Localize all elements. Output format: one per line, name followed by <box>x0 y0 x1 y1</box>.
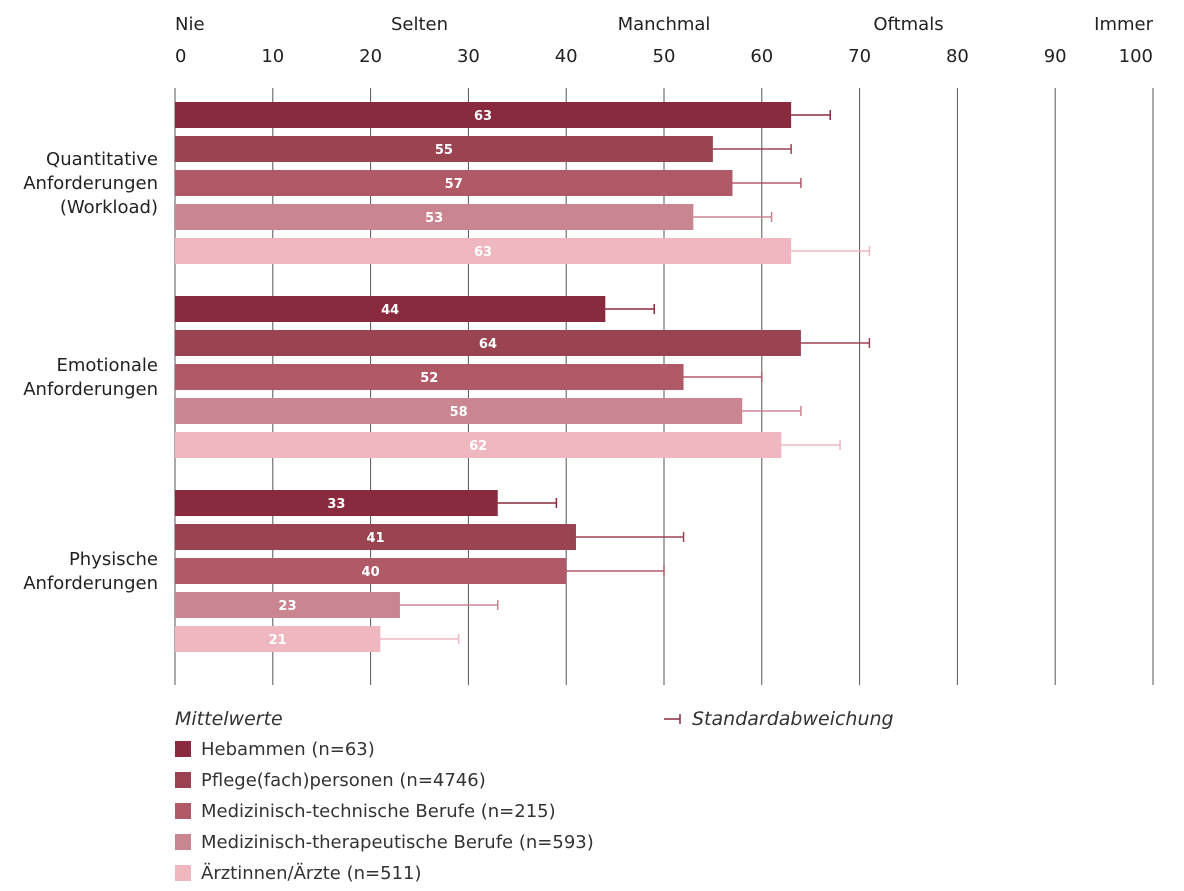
legend-label: Hebammen (n=63) <box>201 738 375 760</box>
legend-label: Medizinisch-technische Berufe (n=215) <box>201 800 556 822</box>
error-bar-icon <box>664 714 681 724</box>
legend-item-med-therapeutisch: Medizinisch-therapeutische Berufe (n=593… <box>175 829 594 855</box>
x-tick-label: 60 <box>750 46 773 67</box>
data-label: 63 <box>474 109 492 124</box>
data-label: 57 <box>445 177 463 192</box>
data-label: 21 <box>269 633 287 648</box>
legend-item-hebammen: Hebammen (n=63) <box>175 736 594 762</box>
legend-swatch <box>175 772 191 788</box>
data-label: 63 <box>474 245 492 260</box>
bar <box>175 204 694 230</box>
legend-label: Ärztinnen/Ärzte (n=511) <box>201 862 422 884</box>
scale-label: Immer <box>1094 14 1153 35</box>
sd-legend-label: Standardabweichung <box>692 708 894 730</box>
bar <box>175 170 733 196</box>
x-tick-label: 40 <box>555 46 578 67</box>
legend-swatch <box>175 865 191 881</box>
data-label: 58 <box>450 405 468 420</box>
category-label: Emotionale <box>56 355 158 376</box>
data-label: 62 <box>469 439 487 454</box>
x-tick-label: 20 <box>359 46 382 67</box>
data-label: 33 <box>327 497 345 512</box>
data-label: 64 <box>479 337 497 352</box>
x-tick-label: 70 <box>848 46 871 67</box>
category-label: Anforderungen <box>23 173 158 194</box>
legend-label: Pflege(fach)personen (n=4746) <box>201 769 486 791</box>
legend-swatch <box>175 803 191 819</box>
bar <box>175 364 684 390</box>
x-tick-label: 50 <box>653 46 676 67</box>
legend-item-med-technisch: Medizinisch-technische Berufe (n=215) <box>175 798 594 824</box>
x-tick-label: 80 <box>946 46 969 67</box>
data-label: 44 <box>381 303 399 318</box>
data-label: 55 <box>435 143 453 158</box>
bar <box>175 592 400 618</box>
bar <box>175 558 567 584</box>
data-label: 23 <box>278 599 296 614</box>
bar-chart: 0 10 20 30 40 50 60 70 80 90 100 Nie Selten Manchmal O… <box>23 14 1154 685</box>
bar <box>175 432 782 458</box>
bar <box>175 102 792 128</box>
category-label: Physische <box>69 549 158 570</box>
scale-label: Nie <box>175 14 205 35</box>
bar <box>175 524 576 550</box>
bar <box>175 136 713 162</box>
category-label: Anforderungen <box>23 379 158 400</box>
legend-title: Mittelwerte <box>175 708 283 730</box>
legend-item-pflege: Pflege(fach)personen (n=4746) <box>175 767 594 793</box>
x-tick-label: 0 <box>175 46 186 67</box>
legend: Mittelwerte Hebammen (n=63) Pflege(fach)… <box>175 708 594 891</box>
scale-label: Selten <box>391 14 448 35</box>
data-label: 52 <box>420 371 438 386</box>
bar <box>175 490 498 516</box>
legend-swatch <box>175 741 191 757</box>
data-label: 40 <box>362 565 380 580</box>
x-tick-label: 100 <box>1119 46 1153 67</box>
sd-legend: Standardabweichung <box>662 708 894 730</box>
legend-label: Medizinisch-therapeutische Berufe (n=593… <box>201 831 594 853</box>
scale-label: Manchmal <box>618 14 711 35</box>
bar <box>175 398 743 424</box>
x-tick-label: 10 <box>261 46 284 67</box>
bar <box>175 238 792 264</box>
category-label: Quantitative <box>46 149 158 170</box>
legend-item-aerzte: Ärztinnen/Ärzte (n=511) <box>175 860 594 886</box>
data-label: 41 <box>366 531 384 546</box>
category-label: (Workload) <box>60 197 158 218</box>
scale-label: Oftmals <box>873 14 943 35</box>
bar <box>175 626 381 652</box>
x-tick-label: 30 <box>457 46 480 67</box>
category-label: Anforderungen <box>23 573 158 594</box>
legend-swatch <box>175 834 191 850</box>
x-tick-label: 90 <box>1044 46 1067 67</box>
bar <box>175 330 801 356</box>
data-label: 53 <box>425 211 443 226</box>
bar <box>175 296 606 322</box>
